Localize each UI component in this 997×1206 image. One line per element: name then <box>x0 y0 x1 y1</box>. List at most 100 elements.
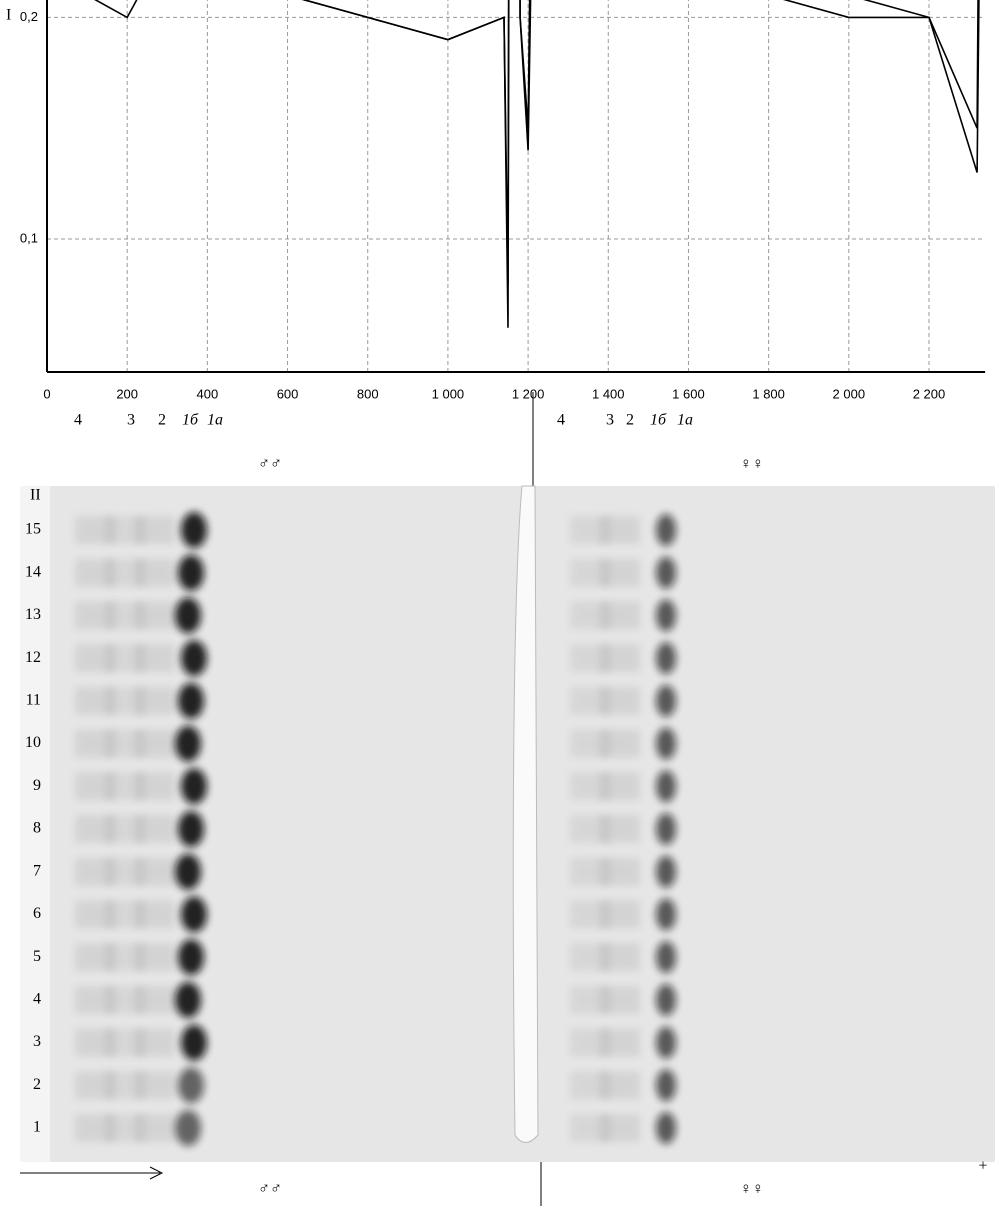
band <box>656 514 676 546</box>
panel-label: I <box>6 7 11 24</box>
x-tick-label: 2 000 <box>833 386 866 401</box>
x-tick-label: 1 800 <box>752 386 785 401</box>
band <box>656 941 676 974</box>
band-label: 4 <box>557 412 565 429</box>
trace <box>94 0 980 328</box>
y-tick-label: 0,1 <box>20 230 38 245</box>
gel-edge <box>20 486 50 1162</box>
band <box>181 640 207 677</box>
trace <box>301 0 979 284</box>
band <box>178 811 204 847</box>
faint-band <box>135 601 175 630</box>
x-tick-label: 1 600 <box>672 386 705 401</box>
lane-number: 14 <box>25 563 41 580</box>
band <box>175 1110 201 1146</box>
lane-number: 4 <box>33 991 41 1008</box>
faint-band <box>600 985 640 1014</box>
x-tick-label: 1 000 <box>432 386 465 401</box>
band <box>656 599 676 632</box>
x-tick-label: 400 <box>197 386 219 401</box>
band <box>178 939 204 976</box>
faint-band <box>135 644 175 673</box>
panel-label: II <box>30 487 41 504</box>
band <box>175 597 201 634</box>
faint-band <box>135 1071 175 1100</box>
lane-number: 2 <box>33 1076 41 1093</box>
faint-band <box>600 900 640 929</box>
faint-band <box>135 857 175 886</box>
faint-band <box>600 516 640 544</box>
band <box>178 682 204 719</box>
faint-band <box>600 1114 640 1142</box>
band <box>656 813 676 845</box>
lane-number: 11 <box>26 692 41 709</box>
band-label: 1б <box>650 412 667 429</box>
band <box>656 727 676 760</box>
lane-number: 1 <box>33 1119 41 1136</box>
faint-band <box>135 943 175 972</box>
band <box>656 983 676 1016</box>
band <box>181 896 207 933</box>
lane-number: 13 <box>25 606 41 623</box>
band-label: 3 <box>127 412 135 429</box>
gel-gap <box>512 485 539 1143</box>
y-tick-label: 0,2 <box>20 9 38 24</box>
band <box>656 556 676 589</box>
faint-band <box>135 686 175 715</box>
band <box>656 855 676 888</box>
sex-label: ♂♂ <box>258 456 282 473</box>
lane-number: 3 <box>33 1033 41 1050</box>
band <box>656 684 676 717</box>
x-tick-label: 800 <box>357 386 379 401</box>
faint-band <box>135 729 175 758</box>
gel-image <box>20 485 995 1162</box>
sex-label: ♀♀ <box>740 1181 764 1198</box>
band <box>656 1112 676 1144</box>
faint-band <box>600 772 640 801</box>
band-label: 2 <box>626 412 634 429</box>
x-tick-label: 200 <box>116 386 138 401</box>
band <box>656 770 676 803</box>
faint-band <box>600 686 640 715</box>
faint-band <box>600 644 640 673</box>
faint-band <box>600 558 640 587</box>
x-tick-label: 600 <box>277 386 299 401</box>
x-tick-label: 2 200 <box>913 386 946 401</box>
arrow-head <box>149 1166 164 1180</box>
faint-band <box>135 558 175 587</box>
faint-band <box>600 857 640 886</box>
lane-number: 7 <box>33 862 41 879</box>
faint-band <box>600 1028 640 1057</box>
band-label: 1а <box>677 412 693 429</box>
faint-band <box>600 601 640 630</box>
band <box>175 981 201 1018</box>
lane-number: 10 <box>25 734 41 751</box>
band-label: 3 <box>606 412 614 429</box>
band <box>175 725 201 762</box>
faint-band <box>135 815 175 843</box>
faint-band <box>135 772 175 801</box>
x-tick-label: 0 <box>43 386 50 401</box>
band-label: 2 <box>158 412 166 429</box>
lane-number: 5 <box>33 948 41 965</box>
lane-number: 12 <box>25 649 41 666</box>
band <box>656 1069 676 1102</box>
band <box>181 1024 207 1061</box>
faint-band <box>135 516 175 544</box>
faint-band <box>600 729 640 758</box>
band <box>175 853 201 890</box>
band-label: 1б <box>182 412 199 429</box>
faint-band <box>600 1071 640 1100</box>
band <box>178 554 204 591</box>
band-label: 1а <box>207 412 223 429</box>
band <box>178 1067 204 1104</box>
band <box>181 768 207 805</box>
lane-number: 8 <box>33 820 41 837</box>
faint-band <box>600 943 640 972</box>
x-tick-label: 1 400 <box>592 386 625 401</box>
sex-label: ♂♂ <box>258 1181 282 1198</box>
band <box>656 898 676 931</box>
x-tick-label: 1 200 <box>512 386 545 401</box>
band-label: 4 <box>74 412 82 429</box>
